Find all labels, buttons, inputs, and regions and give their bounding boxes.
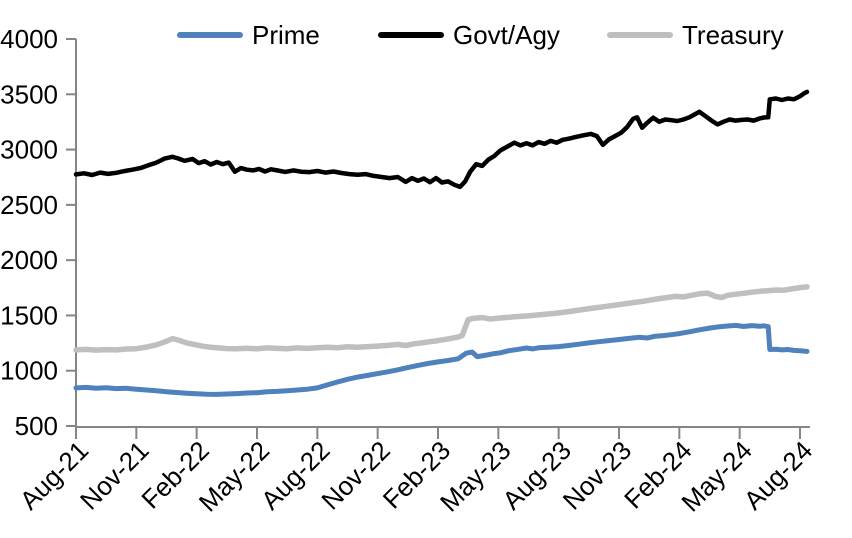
x-tick-label-Aug-24: Aug-24 [738,435,818,515]
y-tick-label-2500: 2500 [0,190,58,220]
legend-item-govt-agy: Govt/Agy [378,20,560,50]
y-tick-label-2000: 2000 [0,245,58,275]
y-tick-label-500: 500 [15,411,58,441]
prime-line-swatch-icon [177,32,243,38]
govt-agy-line-swatch-icon [378,32,444,38]
legend-item-treasury: Treasury [607,20,784,50]
series-line-govt-agy [73,89,810,190]
x-tick-label-Nov-22: Nov-22 [315,435,395,515]
legend-label-prime: Prime [252,19,320,50]
series-line-prime [73,322,810,397]
y-tick-label-3000: 3000 [0,135,58,165]
treasury-line-swatch-icon [607,32,673,38]
y-tick-label-1000: 1000 [0,356,58,386]
legend-label-treasury: Treasury [682,19,784,50]
series-line-treasury [73,284,810,353]
legend-label-govt-agy: Govt/Agy [453,19,560,50]
x-tick-label-Nov-21: Nov-21 [74,435,154,515]
y-tick-label-4000: 4000 [0,24,58,54]
y-tick-label-1500: 1500 [0,300,58,330]
legend-item-prime: Prime [177,20,320,50]
y-tick-label-3500: 3500 [0,79,58,109]
x-tick-label-Nov-23: Nov-23 [557,435,637,515]
